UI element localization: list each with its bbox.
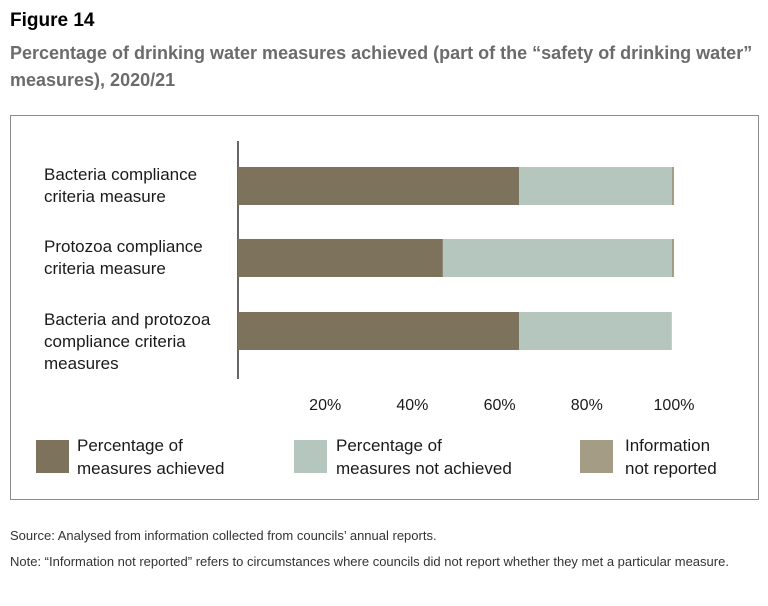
legend-swatch-3 (580, 440, 613, 473)
figure-label: Figure 14 (10, 10, 95, 31)
bar-3-series-2 (519, 312, 672, 350)
bar-1-series-2 (519, 167, 672, 205)
category-label: Protozoa compliance (44, 237, 203, 256)
legend-label-1: measures achieved (77, 459, 225, 478)
bar-1-series-1 (238, 167, 520, 205)
bar-3-series-1 (238, 312, 520, 350)
chart-plot: 20% 40% 60% 80% 100% (237, 141, 695, 414)
category-label: criteria measure (44, 259, 166, 278)
x-tick-label: 100% (654, 397, 695, 414)
category-label: measures (44, 354, 119, 373)
bar-2-series-2 (442, 239, 672, 277)
bar-2-series-3 (671, 239, 674, 277)
category-label: Bacteria compliance (44, 165, 198, 184)
legend-label-3: Information (625, 436, 711, 455)
legend-swatch-2 (294, 440, 327, 473)
chart-frame: 20% 40% 60% 80% 100% Bacteria compliance crit… (10, 115, 759, 500)
x-tick-label: 20% (309, 397, 341, 414)
x-tick-label: 60% (484, 397, 516, 414)
category-label: Bacteria and protozoa (44, 310, 211, 329)
legend-label-1: Percentage of (77, 436, 183, 455)
bar-1-series-3 (671, 167, 674, 205)
figure-title: Percentage of drinking water measures ac… (10, 43, 753, 90)
category-label: criteria measure (44, 187, 166, 206)
x-tick-label: 40% (396, 397, 428, 414)
legend-label-2: measures not achieved (336, 459, 512, 478)
x-tick-label: 80% (571, 397, 603, 414)
category-label: compliance criteria (44, 332, 186, 351)
bar-2-series-1 (238, 239, 443, 277)
footnote: Note: “Information not reported” refers … (10, 554, 729, 569)
legend-label-2: Percentage of (336, 436, 442, 455)
legend-swatch-1 (36, 440, 69, 473)
legend-label-3: not reported (625, 459, 717, 478)
source-note: Source: Analysed from information collec… (10, 528, 437, 543)
